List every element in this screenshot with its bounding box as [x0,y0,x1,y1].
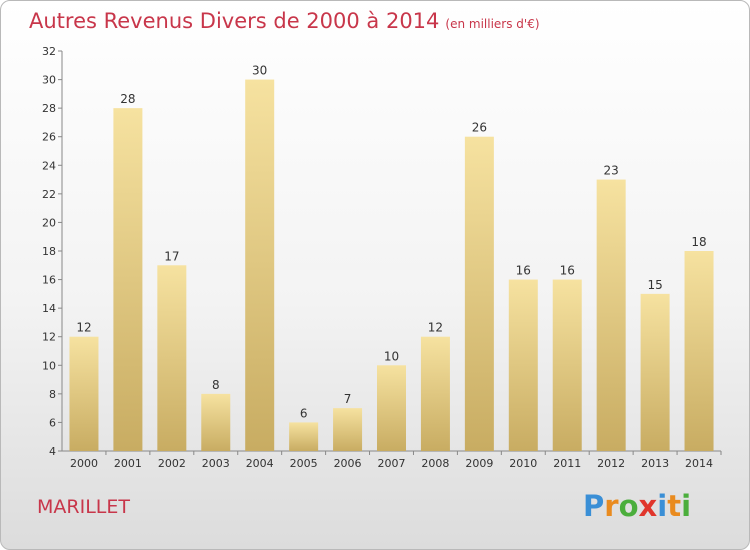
x-tick-label-2005: 2005 [290,457,318,470]
data-label-2004: 30 [252,64,267,78]
y-tick-label: 30 [42,74,56,87]
bar-2002 [157,265,187,451]
logo-letter: i [657,489,668,523]
place-name: MARILLET [37,496,130,518]
y-tick-label: 26 [42,131,56,144]
x-tick-label-2010: 2010 [509,457,537,470]
data-label-2013: 15 [647,278,662,292]
y-tick-label: 16 [42,274,56,287]
logo-letter: x [638,489,658,523]
chart-title: Autres Revenus Divers de 2000 à 2014 (en … [29,9,540,33]
y-tick-label: 14 [42,302,56,315]
x-tick-label-2011: 2011 [553,457,581,470]
y-tick-label: 24 [42,159,56,172]
data-label-2000: 12 [76,321,91,335]
y-tick-label: 22 [42,188,56,201]
x-tick-label-2008: 2008 [421,457,449,470]
y-tick-label: 8 [49,388,56,401]
bar-2012 [596,179,626,452]
x-tick-label-2003: 2003 [202,457,230,470]
x-tick-label-2013: 2013 [641,457,669,470]
x-tick-label-2007: 2007 [378,457,406,470]
data-label-2003: 8 [212,378,220,392]
data-label-2006: 7 [344,392,352,406]
data-label-2010: 16 [516,264,531,278]
y-tick-label: 32 [42,45,56,58]
logo-letter: r [604,489,619,523]
x-tick-label-2006: 2006 [334,457,362,470]
data-label-2011: 16 [560,264,575,278]
proxiti-logo[interactable]: Proxiti [583,489,691,523]
data-label-2005: 6 [300,406,308,420]
data-label-2009: 26 [472,121,487,135]
data-label-2002: 17 [164,249,179,263]
data-label-2001: 28 [120,92,135,106]
data-label-2014: 18 [691,235,706,249]
y-tick-label: 4 [49,445,56,458]
x-tick-label-2001: 2001 [114,457,142,470]
logo-letter: i [681,489,692,523]
x-tick-label-2004: 2004 [246,457,274,470]
logo-letter: o [618,489,639,523]
bar-2014 [684,251,714,451]
bar-2003 [201,393,231,451]
bar-2005 [289,422,319,451]
bar-2013 [640,293,670,451]
title-unit: (en milliers d'€) [445,17,540,31]
logo-letter: t [667,489,682,523]
bars: 12 28 17 8 30 6 7 10 12 26 16 16 23 15 18 [69,64,714,452]
bar-2006 [333,408,363,451]
bar-2004 [245,79,275,452]
x-tick-label-2000: 2000 [70,457,98,470]
bar-2010 [508,279,538,451]
bar-2007 [377,365,406,451]
data-label-2007: 10 [384,349,399,363]
y-tick-label: 28 [42,102,56,115]
y-tick-label: 20 [42,216,56,229]
y-tick-label: 10 [42,359,56,372]
bar-2011 [552,279,582,451]
axes: 4 6 8 10 12 14 16 18 20 22 24 26 28 30 32 2000 2001 2002 2… [42,45,722,470]
x-tick-label-2002: 2002 [158,457,186,470]
bar-2000 [69,336,99,451]
data-label-2012: 23 [604,164,619,178]
x-tick-label-2012: 2012 [597,457,625,470]
y-tick-label: 6 [49,416,56,429]
x-tick-label-2009: 2009 [465,457,493,470]
title-main: Autres Revenus Divers de 2000 à 2014 [29,9,440,33]
logo-letter: P [583,489,605,523]
y-tick-label: 12 [42,331,56,344]
bar-2008 [420,336,450,451]
bar-2001 [113,108,143,452]
y-tick-label: 18 [42,245,56,258]
bar-2009 [464,136,494,451]
x-tick-label-2014: 2014 [685,457,713,470]
data-label-2008: 12 [428,321,443,335]
